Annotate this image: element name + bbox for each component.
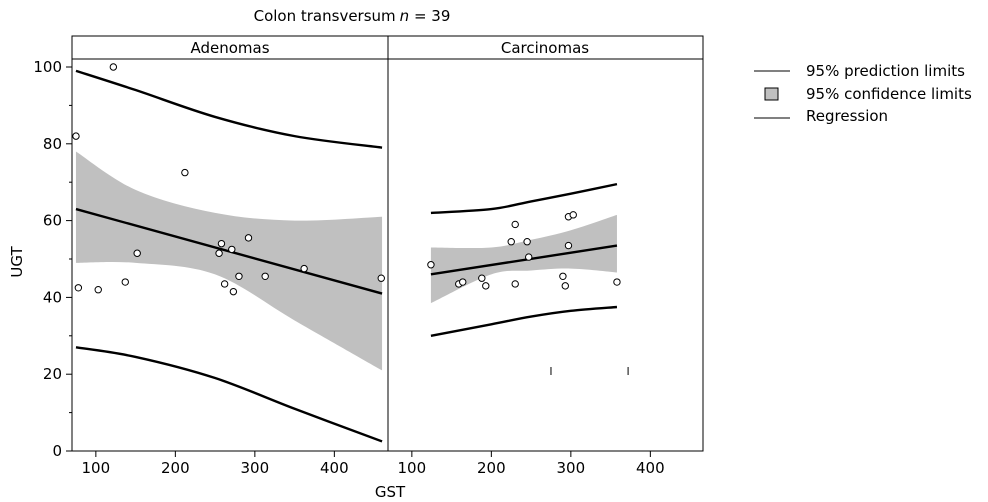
data-point <box>511 280 519 288</box>
x-axis-adenomas: 100 200 300 400 <box>82 451 349 477</box>
y-tick-label: 20 <box>43 365 62 383</box>
data-point <box>181 168 189 177</box>
chart-title-main: Colon transversum <box>254 7 396 25</box>
panel-label-carcinomas: Carcinomas <box>501 39 589 57</box>
data-point <box>507 238 515 246</box>
legend-prediction-label: 95% prediction limits <box>806 62 965 80</box>
x-axis-label: GST <box>375 483 406 501</box>
y-tick-label: 80 <box>43 135 62 153</box>
data-point <box>217 239 226 248</box>
chart-title: Colon transversum n = 39 <box>254 7 451 25</box>
x-tick-label: 200 <box>161 459 190 477</box>
y-axis: 0 20 40 60 80 100 <box>33 58 72 460</box>
x-axis-carcinomas: 100 200 300 400 <box>398 451 665 477</box>
chart-title-eq: = 39 <box>409 7 450 25</box>
y-tick-label: 0 <box>52 442 62 460</box>
data-point <box>133 249 141 257</box>
data-point <box>74 284 83 292</box>
legend-confidence-swatch <box>764 87 779 101</box>
legend: 95% prediction limits 95% confidence lim… <box>754 62 972 125</box>
data-point <box>72 132 80 140</box>
data-point <box>459 278 467 286</box>
y-tick-label: 100 <box>33 58 62 76</box>
panel-adenomas <box>72 63 385 443</box>
x-tick-label: 400 <box>636 459 665 477</box>
prediction-upper-line <box>430 182 618 215</box>
data-point <box>564 241 573 250</box>
data-point <box>427 261 435 269</box>
prediction-upper-line <box>75 69 383 149</box>
legend-regression-label: Regression <box>806 107 888 125</box>
data-point <box>220 280 229 288</box>
x-tick-label: 300 <box>557 459 586 477</box>
x-tick-label: 100 <box>398 459 427 477</box>
data-point <box>561 282 569 290</box>
data-point <box>109 63 118 71</box>
legend-confidence-label: 95% confidence limits <box>806 85 972 103</box>
y-tick-label: 40 <box>43 288 62 306</box>
data-point <box>235 272 243 280</box>
data-point <box>478 274 486 282</box>
prediction-lower-line <box>75 346 383 443</box>
data-point <box>215 249 223 257</box>
confidence-band <box>75 151 383 371</box>
data-point <box>229 287 238 296</box>
data-point <box>300 264 308 273</box>
regression-line <box>430 244 618 276</box>
data-point <box>94 286 102 294</box>
data-point <box>525 253 533 261</box>
x-tick-label: 100 <box>82 459 111 477</box>
data-point <box>569 211 577 219</box>
panel-label-adenomas: Adenomas <box>190 39 269 57</box>
x-tick-label: 200 <box>477 459 506 477</box>
panel-carcinomas <box>427 182 629 375</box>
x-tick-label: 400 <box>320 459 349 477</box>
chart-title-n: n <box>400 7 410 25</box>
y-axis-label: UGT <box>8 246 26 278</box>
y-tick-label: 60 <box>43 212 62 230</box>
x-tick-label: 300 <box>241 459 270 477</box>
data-point <box>613 278 621 286</box>
data-point <box>482 282 490 290</box>
data-point <box>244 234 253 242</box>
data-point <box>559 272 567 280</box>
prediction-lower-line <box>430 305 618 337</box>
data-point <box>511 220 519 229</box>
data-point <box>228 245 236 254</box>
data-point <box>377 274 385 282</box>
data-point <box>261 272 269 280</box>
data-point <box>121 278 129 286</box>
data-point <box>523 238 531 246</box>
